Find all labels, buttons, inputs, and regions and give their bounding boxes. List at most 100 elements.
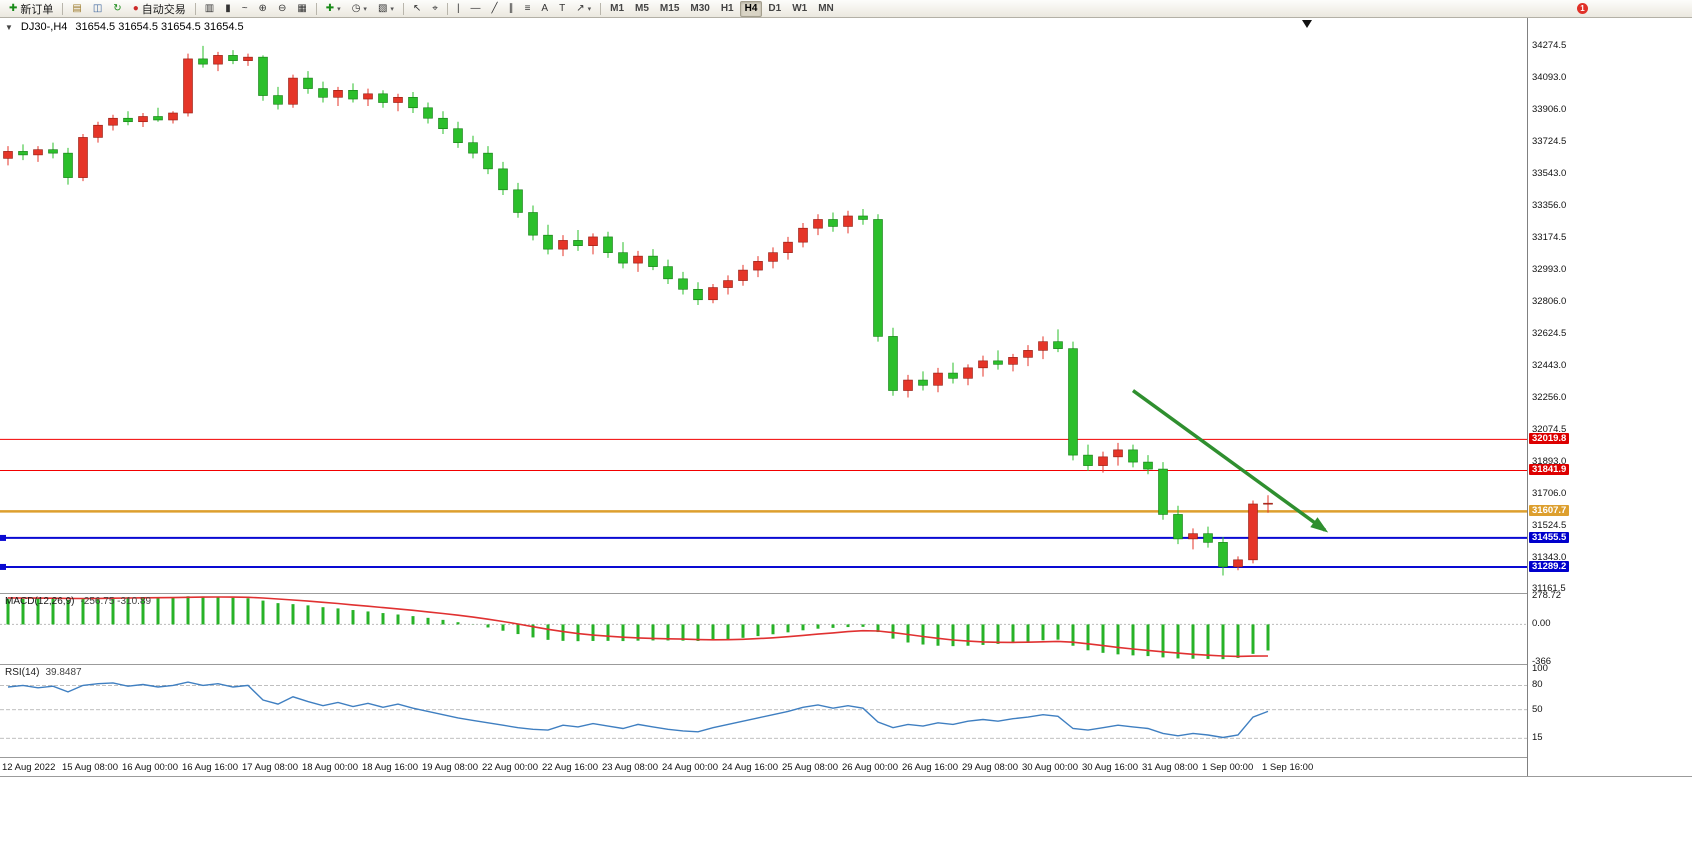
templates-icon: ▧: [377, 2, 388, 14]
line-chart-button[interactable]: ~: [237, 1, 253, 17]
bull-candle: [963, 367, 973, 379]
candlestick-button[interactable]: ▮: [220, 1, 236, 17]
bar-chart-icon: ▥: [204, 2, 215, 14]
rsi-chart[interactable]: [0, 665, 1527, 757]
bear-candle: [873, 219, 883, 337]
bear-candle: [468, 142, 478, 154]
line-handle[interactable]: [0, 563, 6, 570]
bear-candle: [1203, 533, 1213, 543]
trend-arrow[interactable]: [1131, 389, 1327, 532]
bear-candle: [378, 93, 388, 103]
timeframe-m1-button[interactable]: M1: [610, 3, 625, 14]
timeframe-w1-button[interactable]: W1: [792, 3, 808, 14]
periods-button[interactable]: ◷ ▾: [347, 1, 372, 17]
market-watch-button[interactable]: ◫: [88, 1, 107, 17]
timeframe-h1-button[interactable]: H1: [720, 3, 734, 14]
toolbar-separator: [600, 2, 602, 15]
time-axis-label: 22 Aug 00:00: [482, 762, 538, 773]
candlestick-chart[interactable]: [0, 17, 1527, 593]
bear-candle: [498, 168, 508, 191]
timeframe-h4-button[interactable]: H4: [739, 0, 763, 17]
main-chart-panel[interactable]: ▼ DJ30-,H4 31654.5 31654.5 31654.5 31654…: [0, 17, 1527, 593]
bear-candle: [18, 151, 28, 156]
text-button[interactable]: A: [536, 1, 553, 17]
timeframe-m5-button[interactable]: M5: [635, 3, 649, 14]
macd-current-values: -256.75 -310.89: [80, 596, 152, 607]
bear-candle: [1068, 348, 1078, 456]
timeframe-mn-button[interactable]: MN: [818, 3, 834, 14]
macd-chart[interactable]: [0, 594, 1527, 664]
bear-candle: [153, 116, 163, 121]
bear-candle: [1053, 341, 1063, 349]
macd-name: MACD(12,26,9): [5, 596, 75, 607]
time-axis-label: 15 Aug 08:00: [62, 762, 118, 773]
auto-trading-button[interactable]: ● 自动交易: [128, 1, 191, 17]
zoom-out-button[interactable]: ⊖: [273, 1, 291, 17]
time-axis-label: 18 Aug 16:00: [362, 762, 418, 773]
bear-candle: [453, 128, 463, 143]
price-axis[interactable]: 34274.5 34093.0 33906.0 33724.5 33543.0 33356…: [1527, 17, 1692, 776]
bear-candle: [648, 255, 658, 267]
timeframe-d1-button[interactable]: D1: [768, 3, 782, 14]
price-axis-tick: 33724.5: [1532, 136, 1567, 147]
templates-button[interactable]: ▧ ▾: [373, 1, 399, 17]
price-axis-tick: 33543.0: [1532, 168, 1567, 179]
bull-candle: [93, 124, 103, 138]
price-axis-tick: 32256.0: [1532, 392, 1567, 403]
bear-candle: [423, 107, 433, 119]
bull-candle: [78, 137, 88, 178]
vertical-line-icon: |: [456, 2, 460, 14]
chevron-down-icon: ▾: [390, 5, 394, 13]
collapse-panel-icon[interactable]: ▼: [5, 22, 13, 32]
tile-windows-button[interactable]: ▦: [292, 1, 311, 17]
new-order-icon: ✚: [9, 2, 18, 14]
refresh-button[interactable]: ↻: [108, 1, 126, 17]
price-axis-tick: 34093.0: [1532, 72, 1567, 83]
timeframe-m30-button[interactable]: M30: [690, 3, 710, 14]
market-watch-icon: ◫: [92, 2, 103, 14]
panel-divider[interactable]: [0, 593, 1692, 594]
channel-button[interactable]: ∥: [504, 1, 519, 17]
bull-candle: [978, 360, 988, 369]
bear-candle: [1083, 454, 1093, 466]
bull-candle: [708, 287, 718, 301]
panel-divider[interactable]: [0, 757, 1692, 758]
bear-candle: [948, 372, 958, 379]
new-order-button[interactable]: ✚ 新订单: [4, 1, 58, 17]
bear-candle: [888, 336, 898, 391]
label-button[interactable]: T: [554, 1, 570, 17]
channel-icon: ∥: [508, 2, 514, 14]
time-axis-label: 24 Aug 16:00: [722, 762, 778, 773]
macd-panel[interactable]: MACD(12,26,9) -256.75 -310.89: [0, 594, 1527, 664]
time-axis[interactable]: 12 Aug 2022 15 Aug 08:00 16 Aug 00:00 16 Au…: [0, 758, 1527, 776]
time-axis-label: 1 Sep 16:00: [1262, 762, 1314, 773]
chart-shift-marker[interactable]: [1302, 20, 1312, 28]
rsi-name: RSI(14): [5, 667, 40, 678]
line-handle[interactable]: [0, 534, 6, 541]
refresh-icon: ↻: [113, 2, 122, 14]
zoom-in-button[interactable]: ⊕: [254, 1, 272, 17]
bull-candle: [168, 112, 178, 121]
vertical-line-button[interactable]: |: [452, 1, 465, 17]
notification-badge[interactable]: 1: [1577, 3, 1588, 14]
cursor-button[interactable]: ↖: [408, 1, 426, 17]
auto-trading-button-label: 自动交易: [141, 3, 186, 16]
price-level-chip: 31455.5: [1529, 532, 1570, 543]
horizontal-line-button[interactable]: —: [466, 1, 486, 17]
bull-candle: [1248, 503, 1258, 561]
trendline-button[interactable]: ╱: [487, 1, 503, 17]
price-axis-tick: 31161.5: [1532, 583, 1566, 594]
bear-candle: [528, 212, 538, 236]
rsi-axis-tick: 15: [1532, 732, 1543, 743]
time-axis-label: 26 Aug 16:00: [902, 762, 958, 773]
bar-chart-button[interactable]: ▥: [200, 1, 219, 17]
panel-divider[interactable]: [0, 664, 1692, 665]
trendline-icon: ╱: [491, 2, 498, 14]
charts-button[interactable]: ▤: [67, 1, 86, 17]
crosshair-button[interactable]: ⌖: [427, 1, 443, 17]
rsi-panel[interactable]: RSI(14) 39.8487: [0, 665, 1527, 757]
arrows-button[interactable]: ↗ ▾: [571, 1, 596, 17]
indicators-button[interactable]: ✚ ▾: [321, 1, 346, 17]
fibonacci-button[interactable]: ≡: [520, 1, 536, 17]
timeframe-m15-button[interactable]: M15: [659, 3, 680, 14]
